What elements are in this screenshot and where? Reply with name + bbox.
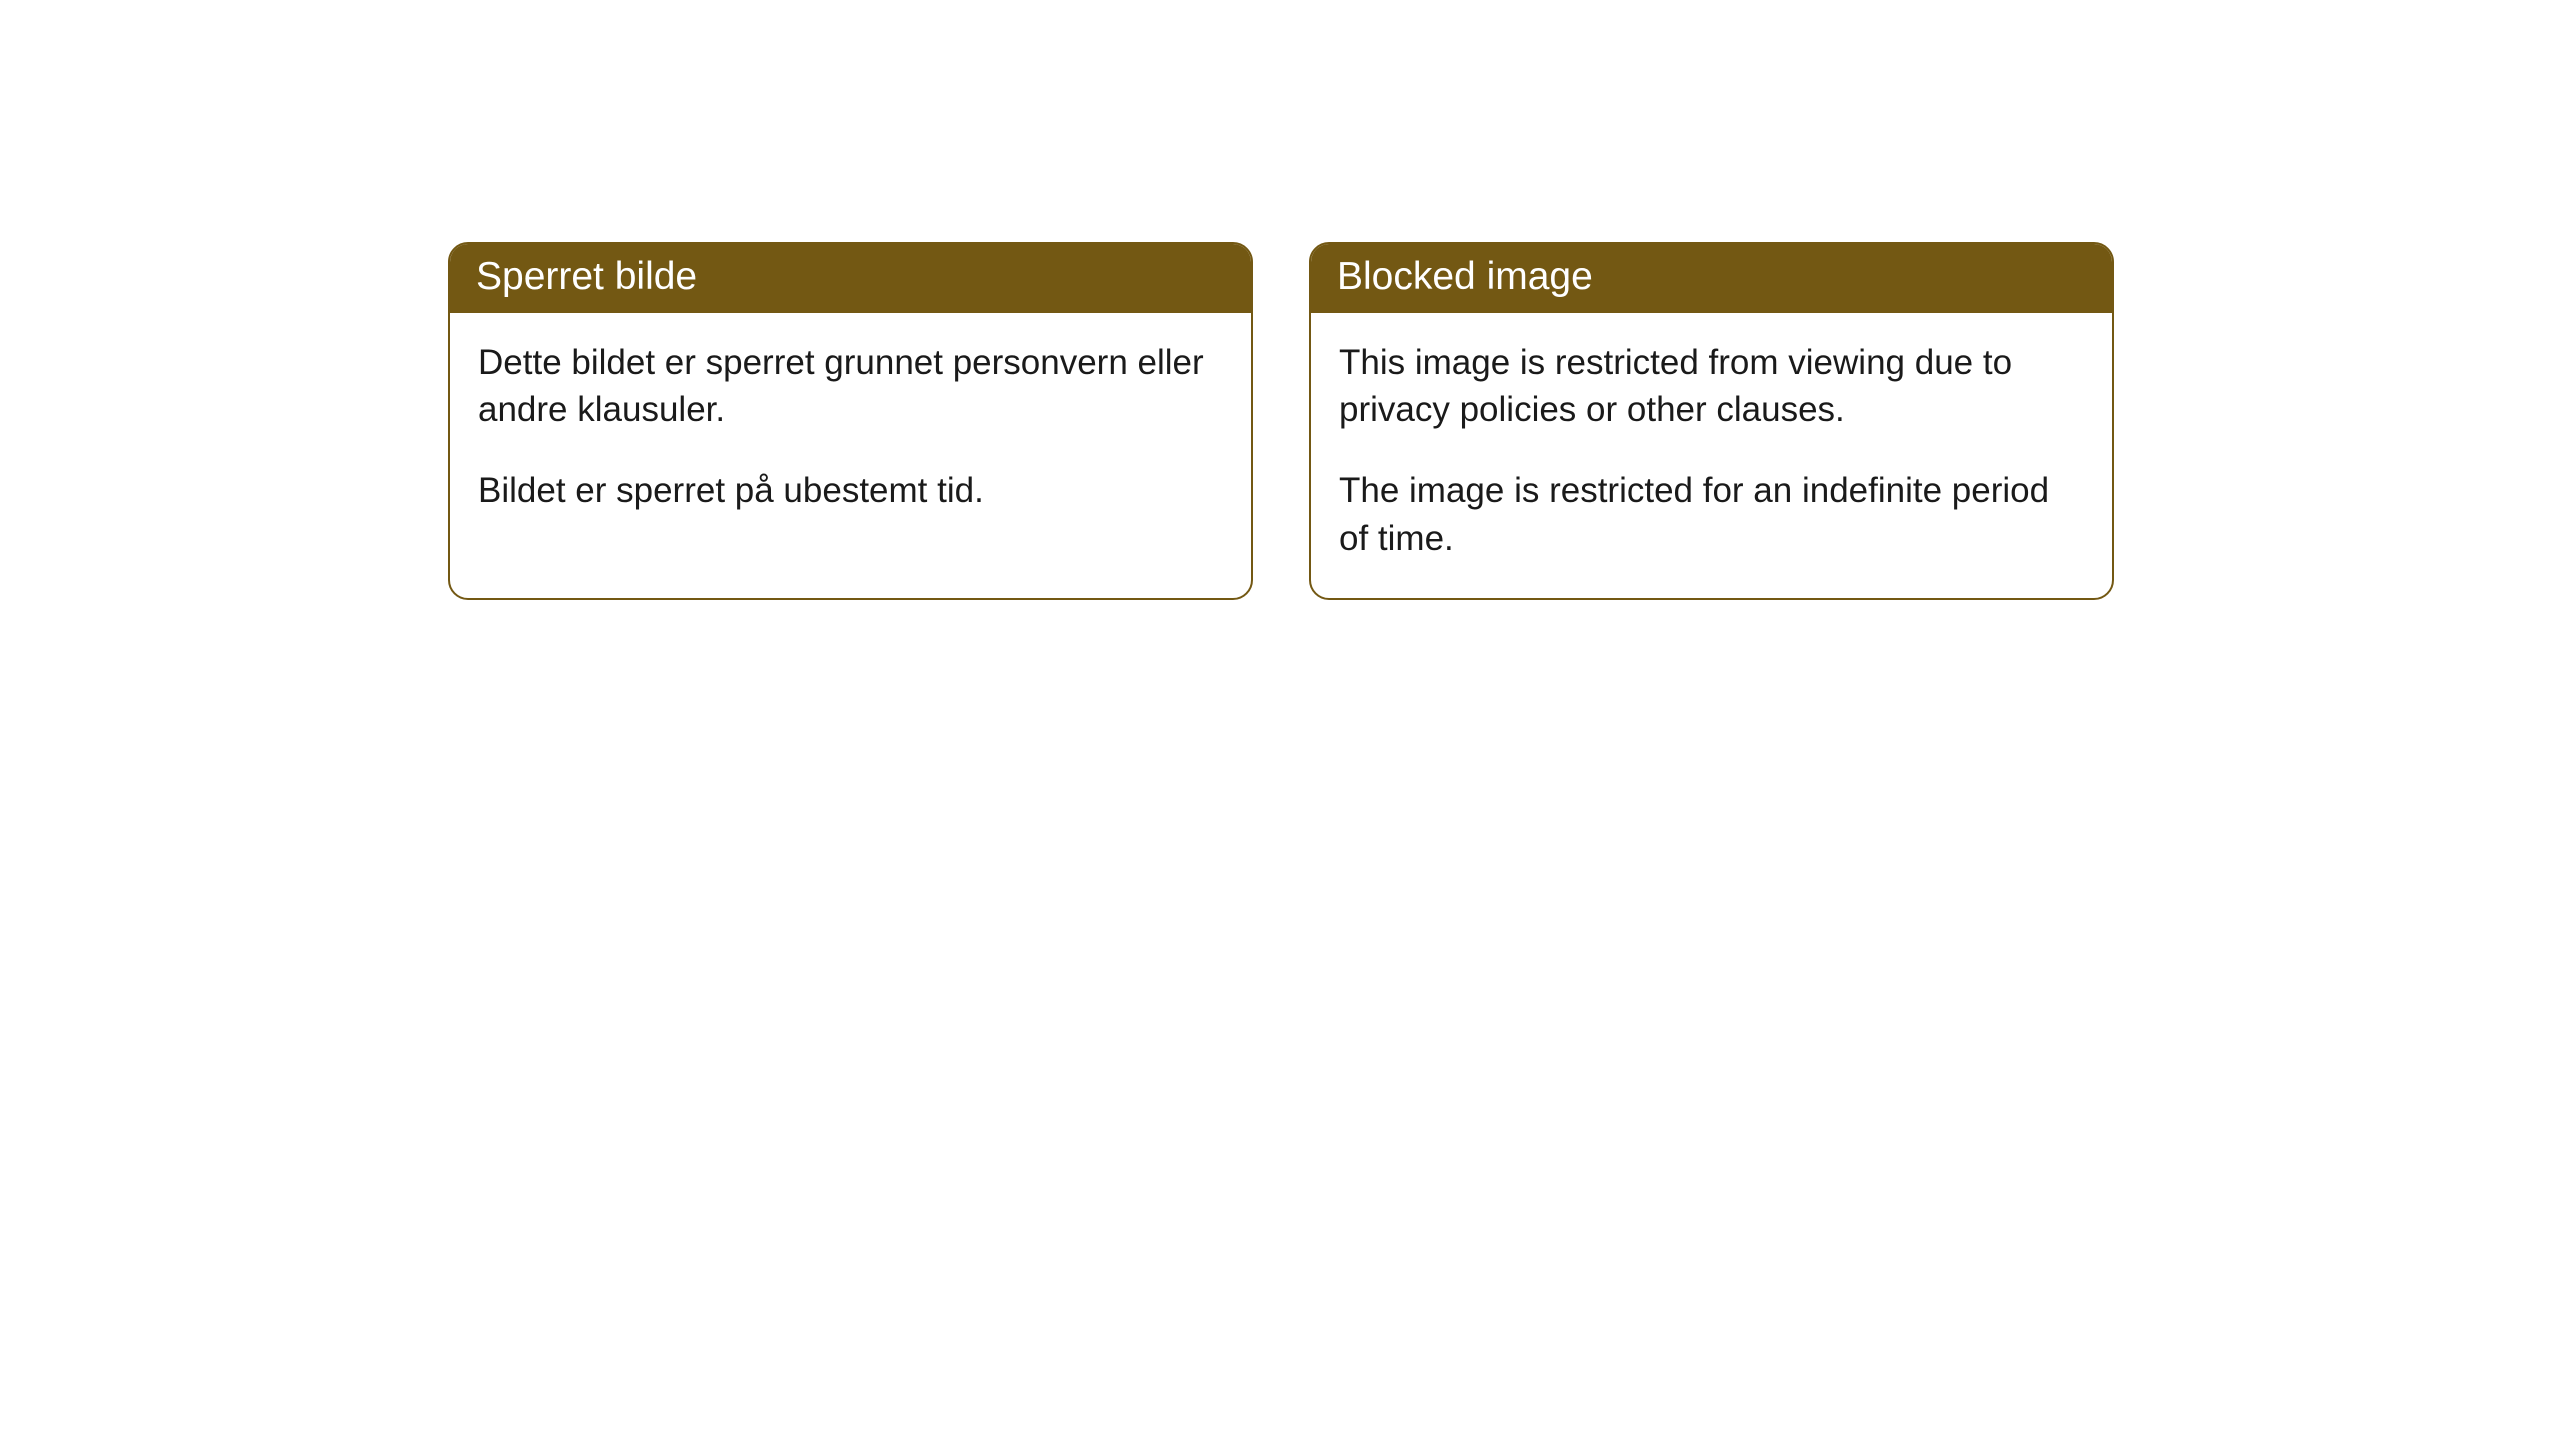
notice-cards-container: Sperret bilde Dette bildet er sperret gr… bbox=[0, 0, 2560, 600]
card-title: Blocked image bbox=[1311, 244, 2112, 313]
card-paragraph: Bildet er sperret på ubestemt tid. bbox=[478, 467, 1223, 514]
card-body: This image is restricted from viewing du… bbox=[1311, 313, 2112, 598]
notice-card-english: Blocked image This image is restricted f… bbox=[1309, 242, 2114, 600]
card-body: Dette bildet er sperret grunnet personve… bbox=[450, 313, 1251, 551]
card-paragraph: The image is restricted for an indefinit… bbox=[1339, 467, 2084, 562]
card-paragraph: This image is restricted from viewing du… bbox=[1339, 339, 2084, 434]
card-title: Sperret bilde bbox=[450, 244, 1251, 313]
card-paragraph: Dette bildet er sperret grunnet personve… bbox=[478, 339, 1223, 434]
notice-card-norwegian: Sperret bilde Dette bildet er sperret gr… bbox=[448, 242, 1253, 600]
